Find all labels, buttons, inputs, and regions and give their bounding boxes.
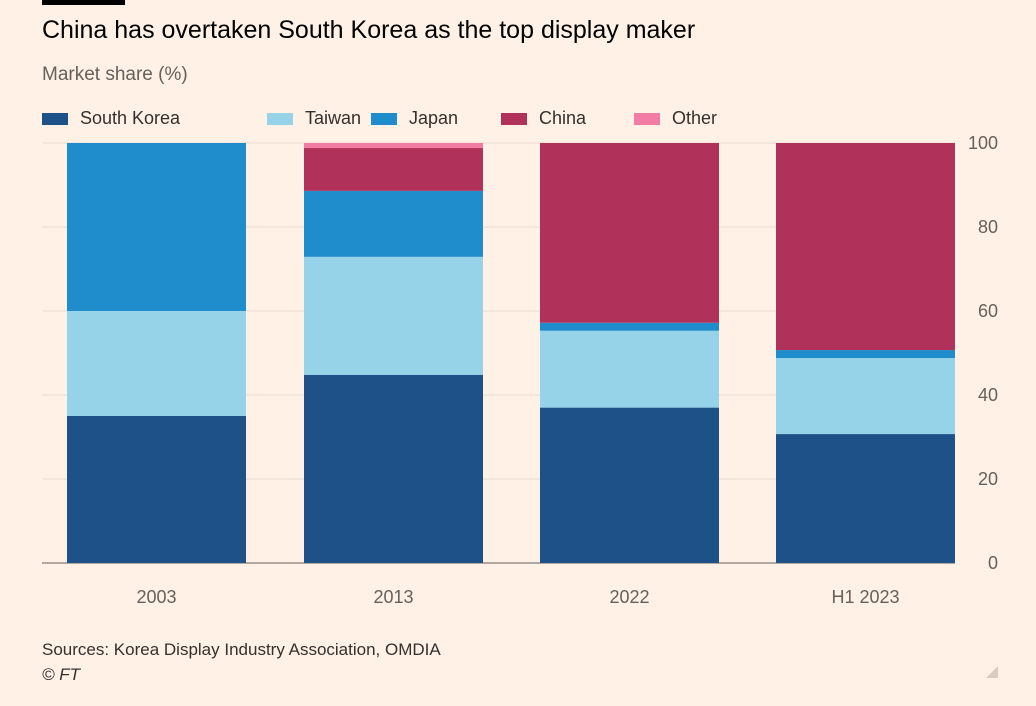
x-tick-label: H1 2023 <box>831 587 899 607</box>
copyright: © FT <box>42 665 81 684</box>
x-tick-label: 2013 <box>373 587 413 607</box>
bar-segment-other-2013 <box>304 143 483 149</box>
legend-item-china: China <box>501 108 634 129</box>
legend: South Korea Taiwan Japan China Other <box>42 108 734 129</box>
bar-segment-china-2013 <box>304 148 483 191</box>
legend-label: South Korea <box>80 108 181 128</box>
legend-item-south-korea: South Korea <box>42 108 267 129</box>
legend-item-taiwan: Taiwan <box>267 108 371 129</box>
source-note: Sources: Korea Display Industry Associat… <box>42 640 441 659</box>
brand-bar <box>42 0 125 5</box>
bar-segment-china-h1-2023 <box>776 143 955 351</box>
bar-segment-south-korea-2022 <box>540 407 719 563</box>
bar-segment-japan-h1-2023 <box>776 350 955 359</box>
legend-label: China <box>539 108 587 128</box>
legend-swatch <box>267 112 293 125</box>
bar-segment-south-korea-2013 <box>304 374 483 563</box>
bar-segment-japan-2022 <box>540 322 719 331</box>
legend-label: Japan <box>409 108 459 128</box>
bar-segment-taiwan-2013 <box>304 256 483 375</box>
y-tick-label: 40 <box>978 385 998 405</box>
bar-segment-japan-2013 <box>304 190 483 257</box>
legend-item-japan: Japan <box>371 108 501 129</box>
x-tick-label: 2022 <box>609 587 649 607</box>
resize-handle-icon[interactable] <box>986 666 998 678</box>
bar-segment-south-korea-2003 <box>67 416 246 563</box>
legend-swatch <box>501 112 527 125</box>
x-tick-label: 2003 <box>136 587 176 607</box>
y-tick-label: 20 <box>978 469 998 489</box>
bar-segment-taiwan-2003 <box>67 311 246 416</box>
legend-swatch <box>42 112 68 125</box>
legend-label: Taiwan <box>305 108 362 128</box>
bar-segment-south-korea-h1-2023 <box>776 434 955 563</box>
bar-segment-japan-2003 <box>67 143 246 311</box>
legend-swatch <box>371 112 397 125</box>
chart-subtitle: Market share (%) <box>42 64 188 85</box>
legend-item-other: Other <box>634 108 734 129</box>
bar-segment-taiwan-h1-2023 <box>776 358 955 435</box>
y-tick-label: 0 <box>988 553 998 573</box>
legend-swatch <box>634 112 660 125</box>
bar-segment-taiwan-2022 <box>540 330 719 408</box>
chart-title: China has overtaken South Korea as the t… <box>42 16 696 44</box>
y-tick-label: 60 <box>978 301 998 321</box>
y-tick-label: 80 <box>978 217 998 237</box>
y-tick-label: 100 <box>968 133 998 153</box>
legend-label: Other <box>672 108 718 128</box>
bar-segment-china-2022 <box>540 143 719 323</box>
